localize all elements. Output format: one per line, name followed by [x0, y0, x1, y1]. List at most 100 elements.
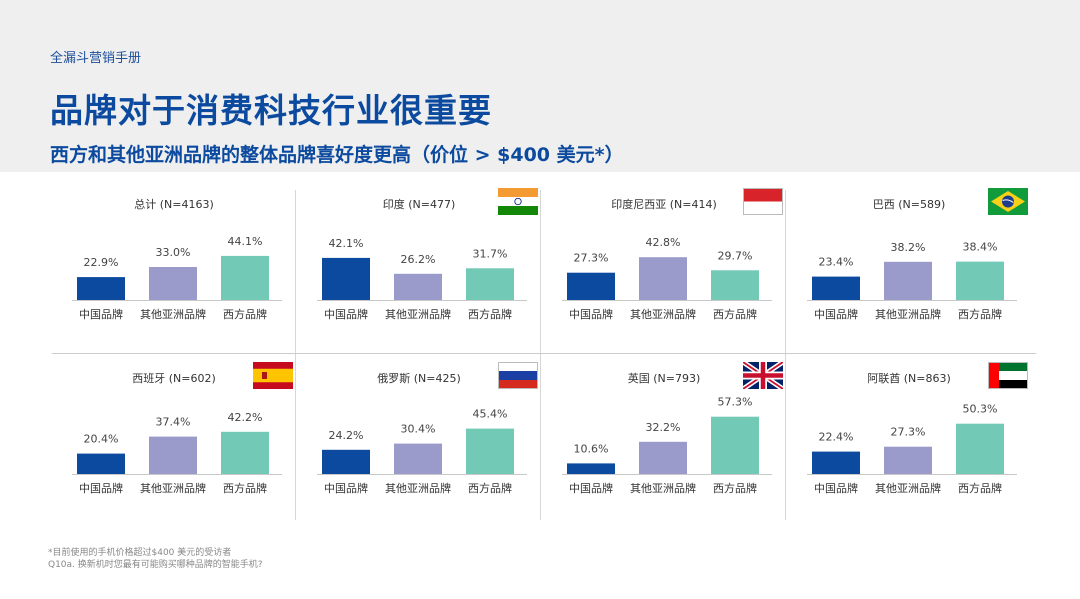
category-label: 中国品牌 [569, 481, 613, 495]
bar [149, 267, 197, 300]
data-label: 30.4% [401, 423, 436, 436]
bar [394, 443, 442, 474]
data-label: 50.3% [963, 403, 998, 416]
bar [567, 463, 615, 474]
bar [149, 436, 197, 474]
chart-title: 西班牙 (N=602) [132, 372, 216, 385]
spain-flag [253, 362, 293, 389]
bar [711, 416, 759, 474]
data-label: 22.9% [84, 256, 119, 269]
chart-title: 印度 (N=477) [382, 198, 456, 211]
category-label: 中国品牌 [79, 481, 123, 495]
bar [221, 255, 269, 300]
bar [812, 276, 860, 300]
category-label: 中国品牌 [814, 307, 858, 321]
bar [466, 268, 514, 300]
divider-horizontal [52, 353, 1036, 354]
data-label: 42.8% [646, 236, 681, 249]
bar [956, 423, 1004, 474]
bar [466, 428, 514, 474]
category-label: 西方品牌 [223, 481, 267, 495]
indonesia-flag [743, 188, 783, 215]
india-flag [498, 188, 538, 215]
chart-title: 阿联酋 (N=863) [867, 372, 951, 385]
data-label: 57.3% [718, 396, 753, 409]
chart-panel: 总计 (N=4163) 22.9% 中国品牌 33.0% 其他亚洲品牌 44.1% 西方品牌 [52, 188, 296, 358]
header-band [0, 0, 1080, 172]
chart-title: 英国 (N=793) [627, 372, 701, 385]
bar-chart: 10.6% 中国品牌 32.2% 其他亚洲品牌 57.3% 西方品牌 [562, 396, 772, 495]
data-label: 29.7% [718, 249, 753, 262]
data-label: 27.3% [891, 426, 926, 439]
bar-chart: 20.4% 中国品牌 37.4% 其他亚洲品牌 42.2% 西方品牌 [72, 411, 282, 495]
chart-panel: 印度尼西亚 (N=414) 27.3% 中国品牌 42.8% 其他亚洲品牌 29.7% 西方… [542, 188, 786, 358]
category-label: 西方品牌 [958, 307, 1002, 321]
divider-vertical [540, 190, 541, 520]
data-label: 26.2% [401, 253, 436, 266]
category-label: 西方品牌 [958, 481, 1002, 495]
bar-chart: 22.9% 中国品牌 33.0% 其他亚洲品牌 44.1% 西方品牌 [72, 235, 282, 321]
bar [77, 277, 125, 300]
bar-chart: 23.4% 中国品牌 38.2% 其他亚洲品牌 38.4% 西方品牌 [807, 241, 1017, 321]
category-label: 其他亚洲品牌 [140, 307, 206, 321]
uk-flag [743, 362, 783, 389]
data-label: 20.4% [84, 433, 119, 446]
data-label: 24.2% [329, 429, 364, 442]
bar [812, 451, 860, 474]
category-label: 中国品牌 [324, 307, 368, 321]
category-label: 西方品牌 [468, 481, 512, 495]
bar [221, 431, 269, 474]
data-label: 44.1% [228, 235, 263, 248]
chart-panel: 英国 (N=793) 10.6% 中国品牌 32.2% 其他亚洲品牌 57.3% 西方品牌 [542, 362, 786, 532]
category-label: 其他亚洲品牌 [630, 481, 696, 495]
category-label: 中国品牌 [324, 481, 368, 495]
category-label: 中国品牌 [79, 307, 123, 321]
page-title: 品牌对于消费科技行业很重要 [50, 91, 492, 130]
kicker-label: 全漏斗营销手册 [50, 51, 142, 66]
bar [884, 261, 932, 300]
brazil-flag [988, 188, 1028, 215]
category-label: 中国品牌 [814, 481, 858, 495]
bar [77, 453, 125, 474]
chart-panel: 俄罗斯 (N=425) 24.2% 中国品牌 30.4% 其他亚洲品牌 45.4% 西方品牌 [297, 362, 541, 532]
bar-chart: 42.1% 中国品牌 26.2% 其他亚洲品牌 31.7% 西方品牌 [317, 237, 527, 321]
category-label: 其他亚洲品牌 [875, 481, 941, 495]
chart-title: 俄罗斯 (N=425) [377, 372, 461, 385]
divider-vertical [785, 190, 786, 520]
data-label: 10.6% [574, 442, 609, 455]
category-label: 西方品牌 [713, 307, 757, 321]
data-label: 23.4% [819, 256, 854, 269]
bar-chart: 27.3% 中国品牌 42.8% 其他亚洲品牌 29.7% 西方品牌 [562, 236, 772, 321]
chart-title: 巴西 (N=589) [872, 198, 946, 211]
category-label: 中国品牌 [569, 307, 613, 321]
chart-panel: 巴西 (N=589) 23.4% 中国品牌 38.2% 其他亚洲品牌 38.4% 西方品牌 [787, 188, 1031, 358]
data-label: 37.4% [156, 416, 191, 429]
data-label: 38.4% [963, 241, 998, 254]
bar [884, 446, 932, 474]
data-label: 27.3% [574, 252, 609, 265]
category-label: 其他亚洲品牌 [385, 481, 451, 495]
chart-title: 总计 (N=4163) [134, 198, 214, 211]
bar-chart: 22.4% 中国品牌 27.3% 其他亚洲品牌 50.3% 西方品牌 [807, 403, 1017, 495]
category-label: 西方品牌 [713, 481, 757, 495]
category-label: 其他亚洲品牌 [385, 307, 451, 321]
russia-flag [498, 362, 538, 389]
data-label: 42.1% [329, 237, 364, 250]
category-label: 西方品牌 [223, 307, 267, 321]
chart-panel: 印度 (N=477) 42.1% 中国品牌 26.2% 其他亚洲品牌 31.7% 西方品牌 [297, 188, 541, 358]
category-label: 西方品牌 [468, 307, 512, 321]
data-label: 32.2% [646, 421, 681, 434]
bar [567, 272, 615, 300]
chart-panel: 西班牙 (N=602) 20.4% 中国品牌 37.4% 其他亚洲品牌 42.2% 西方品牌 [52, 362, 296, 532]
category-label: 其他亚洲品牌 [140, 481, 206, 495]
data-label: 38.2% [891, 241, 926, 254]
chart-panel: 阿联酋 (N=863) 22.4% 中国品牌 27.3% 其他亚洲品牌 50.3% 西方品牌 [787, 362, 1031, 532]
data-label: 33.0% [156, 246, 191, 259]
data-label: 45.4% [473, 408, 508, 421]
bar [639, 257, 687, 300]
divider-vertical [295, 190, 296, 520]
category-label: 其他亚洲品牌 [875, 307, 941, 321]
bar [639, 441, 687, 474]
bar [322, 257, 370, 300]
data-label: 22.4% [819, 431, 854, 444]
